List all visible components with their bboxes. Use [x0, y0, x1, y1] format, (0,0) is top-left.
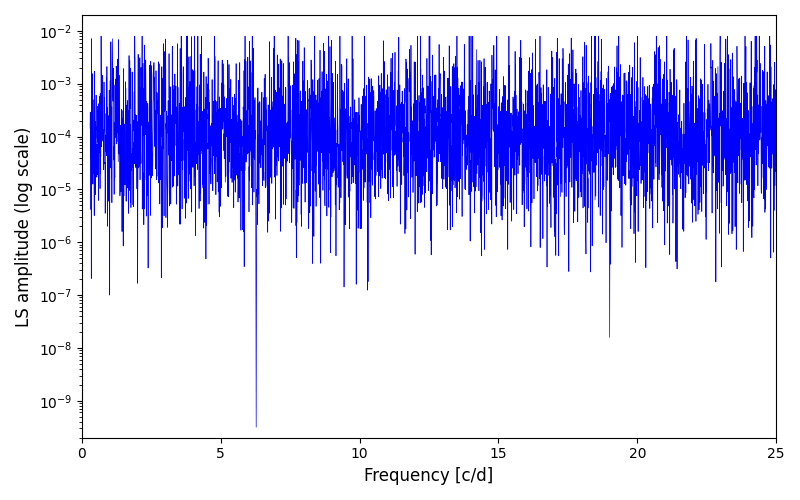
Y-axis label: LS amplitude (log scale): LS amplitude (log scale): [15, 126, 33, 326]
X-axis label: Frequency [c/d]: Frequency [c/d]: [364, 467, 494, 485]
